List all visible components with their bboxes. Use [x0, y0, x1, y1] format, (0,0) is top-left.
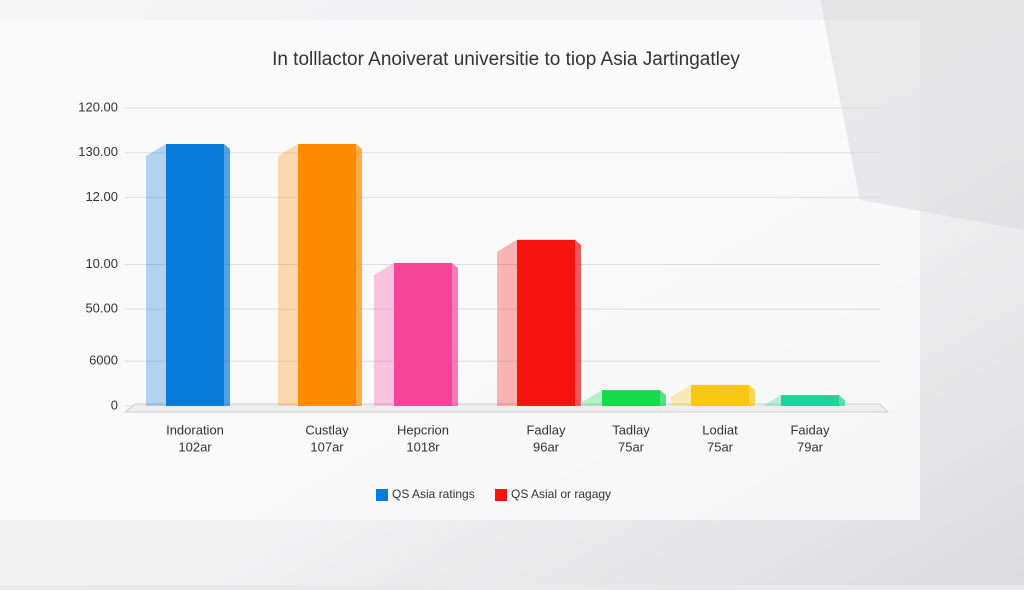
x-tick-label: Hepcrion [397, 422, 449, 437]
legend-label: QS Asial or ragagy [511, 487, 611, 501]
panel [0, 20, 920, 520]
bar-shadow [278, 144, 298, 406]
bar-side [224, 144, 230, 406]
bar-side [749, 384, 755, 406]
bar-side [660, 390, 666, 406]
bar-shadow [582, 390, 602, 406]
bar-side [356, 144, 362, 406]
x-tick-label: Indoration [166, 422, 224, 437]
bar-shadow [497, 239, 517, 406]
bar [298, 144, 356, 406]
x-tick-sublabel: 107ar [310, 439, 344, 454]
x-tick-label: Lodiat [702, 422, 738, 437]
chart-title: In tolllactor Anoiverat universitie to t… [272, 49, 740, 70]
legend-label: QS Asia ratings [392, 487, 475, 501]
y-tick-label: 6000 [89, 353, 118, 368]
bar-shadow [761, 395, 781, 408]
bar [394, 262, 452, 406]
bar-shadow [671, 384, 691, 406]
x-tick-label: Fadlay [526, 422, 566, 437]
shadow [820, 0, 1024, 230]
legend-swatch [376, 489, 388, 501]
plot: 0 6000 50.00 10.00 12.00 130.00 120.00 Indorati… [78, 99, 890, 501]
bar-shadow [146, 144, 166, 406]
y-tick-label: 10.00 [85, 256, 118, 271]
x-tick-label: Custlay [305, 422, 349, 437]
y-tick-label: 120.00 [78, 99, 118, 114]
x-tick-label: Tadlay [612, 422, 650, 437]
bar [166, 144, 224, 406]
bar-side [452, 262, 458, 406]
x-tick-sublabel: 79ar [797, 439, 824, 454]
bar-side [575, 239, 581, 406]
x-tick-sublabel: 96ar [533, 439, 560, 454]
bar-shadow [374, 262, 394, 406]
x-tick-sublabel: 75ar [707, 439, 734, 454]
y-tick-label: 130.00 [78, 144, 118, 159]
y-tick-label: 12.00 [85, 189, 118, 204]
bar-side [839, 395, 845, 406]
bar [602, 390, 660, 406]
bar [691, 384, 749, 406]
y-tick-label: 0 [111, 397, 118, 412]
x-tick-sublabel: 75ar [618, 439, 645, 454]
y-tick-label: 50.00 [85, 301, 118, 316]
bar [781, 395, 839, 406]
x-tick-label: Faiday [790, 422, 830, 437]
bar [517, 239, 575, 406]
x-tick-sublabel: 102ar [178, 439, 212, 454]
legend-swatch [495, 489, 507, 501]
x-tick-sublabel: 1018r [406, 439, 440, 454]
